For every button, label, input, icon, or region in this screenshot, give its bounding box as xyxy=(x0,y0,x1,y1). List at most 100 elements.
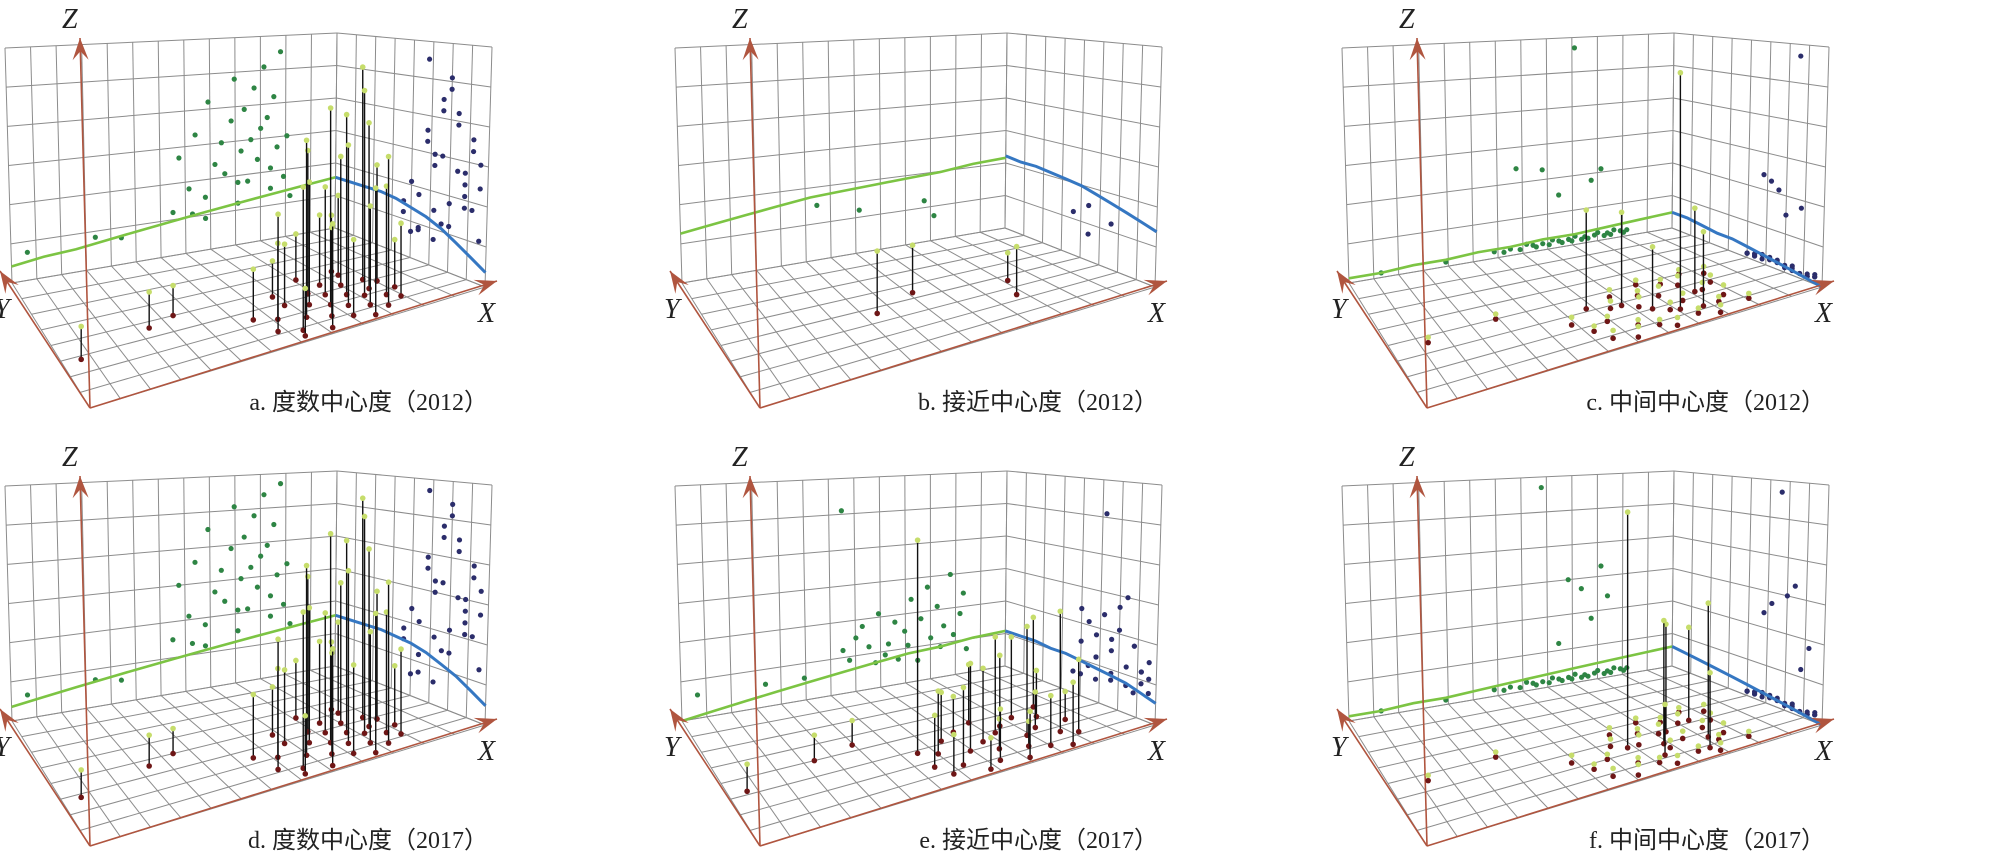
xz-projection-point xyxy=(258,554,263,559)
data-point xyxy=(1718,302,1724,308)
data-point-base xyxy=(1062,717,1068,723)
right-wall-gridline xyxy=(485,485,492,725)
xz-projection-point xyxy=(238,576,243,581)
xz-projection-point xyxy=(1598,563,1603,568)
xz-projection-point xyxy=(235,607,240,612)
trend-3d-plot: ZYX xyxy=(0,0,658,430)
panel-caption: f. 中间中心度（2017） xyxy=(1589,820,1825,855)
yz-trend-line xyxy=(1672,647,1822,726)
data-point-base xyxy=(1608,744,1614,750)
z-axis-label: Z xyxy=(62,4,78,35)
data-point-base xyxy=(849,742,855,748)
yz-projection-point xyxy=(1760,256,1765,261)
data-point-base xyxy=(346,303,352,309)
data-point-base xyxy=(1605,319,1611,325)
xz-projection-point xyxy=(205,99,210,104)
yz-projection-point xyxy=(447,201,452,206)
data-point-base xyxy=(1608,306,1614,312)
data-point xyxy=(78,767,84,773)
panel-caption: d. 度数中心度（2017） xyxy=(248,820,488,855)
yz-projection-point xyxy=(462,182,467,187)
data-point xyxy=(1569,752,1575,758)
yz-projection-point xyxy=(1109,637,1114,642)
data-point-base xyxy=(1014,292,1020,298)
data-point-base xyxy=(932,764,938,770)
data-point xyxy=(366,120,372,126)
data-point xyxy=(1608,736,1614,742)
yz-projection-point xyxy=(1790,701,1795,706)
yz-projection-point xyxy=(409,179,414,184)
data-point xyxy=(251,266,257,272)
data-point-base xyxy=(1009,715,1015,721)
xz-projection-point xyxy=(1598,166,1603,171)
yz-projection-point xyxy=(1124,664,1129,669)
data-point-base xyxy=(170,751,176,757)
data-point xyxy=(1746,729,1752,735)
yz-projection-point xyxy=(455,169,460,174)
y-axis-label: Y xyxy=(0,732,13,763)
data-point xyxy=(367,629,373,635)
right-wall-gridline xyxy=(1822,47,1829,287)
data-point xyxy=(1493,311,1499,317)
xz-projection-point xyxy=(935,604,940,609)
xz-projection-point xyxy=(229,118,234,123)
data-point-base xyxy=(1027,755,1033,761)
yz-projection-point xyxy=(431,208,436,213)
data-point xyxy=(386,579,392,585)
yz-projection-point xyxy=(450,87,455,92)
xz-projection-point xyxy=(1608,670,1613,675)
data-point xyxy=(988,735,994,741)
data-point xyxy=(1425,773,1431,779)
data-point xyxy=(1675,315,1681,321)
yz-projection-point xyxy=(478,612,483,617)
data-point xyxy=(300,184,306,190)
data-point-base xyxy=(78,357,84,363)
data-point xyxy=(874,248,880,254)
data-point xyxy=(1034,668,1040,674)
back-wall-gridline xyxy=(7,536,336,564)
yz-projection-point xyxy=(463,171,468,176)
data-point xyxy=(282,241,288,247)
data-point xyxy=(998,706,1004,712)
xz-projection-point xyxy=(265,543,270,548)
data-point-base xyxy=(317,282,323,288)
data-point-base xyxy=(1591,328,1597,334)
yz-projection-point xyxy=(417,619,422,624)
data-point xyxy=(307,605,313,611)
data-point-base xyxy=(330,325,336,331)
data-point xyxy=(932,713,938,719)
xz-projection-point xyxy=(1556,641,1561,646)
data-point-base xyxy=(270,732,276,738)
data-point xyxy=(1657,277,1663,283)
z-axis xyxy=(750,38,760,408)
yz-projection-point xyxy=(450,513,455,518)
xz-projection-point xyxy=(261,492,266,497)
xz-projection-point xyxy=(957,611,962,616)
data-point-base xyxy=(1493,754,1499,760)
back-wall-gridline xyxy=(675,33,1007,48)
data-point-base xyxy=(1667,307,1673,313)
data-point xyxy=(1009,634,1015,640)
data-point xyxy=(317,212,323,218)
data-point xyxy=(146,732,152,738)
y-axis-label: Y xyxy=(1331,732,1350,763)
data-point xyxy=(251,692,257,698)
data-point xyxy=(338,154,344,160)
y-axis-label: Y xyxy=(664,732,683,763)
data-point xyxy=(1605,751,1611,757)
data-point xyxy=(1656,721,1662,727)
yz-projection-point xyxy=(1798,667,1803,672)
data-point xyxy=(305,148,311,154)
back-wall-gridline xyxy=(1342,33,1674,48)
xz-projection-point xyxy=(905,643,910,648)
chart-panel-a: ZYX a. 度数中心度（2012） xyxy=(0,0,658,430)
z-axis-label: Z xyxy=(62,442,78,473)
data-point xyxy=(1031,615,1037,621)
yz-projection-point xyxy=(472,563,477,568)
xz-projection-point xyxy=(268,165,273,170)
yz-projection-point xyxy=(1769,179,1774,184)
data-point-base xyxy=(1700,725,1706,731)
xz-projection-point xyxy=(284,561,289,566)
